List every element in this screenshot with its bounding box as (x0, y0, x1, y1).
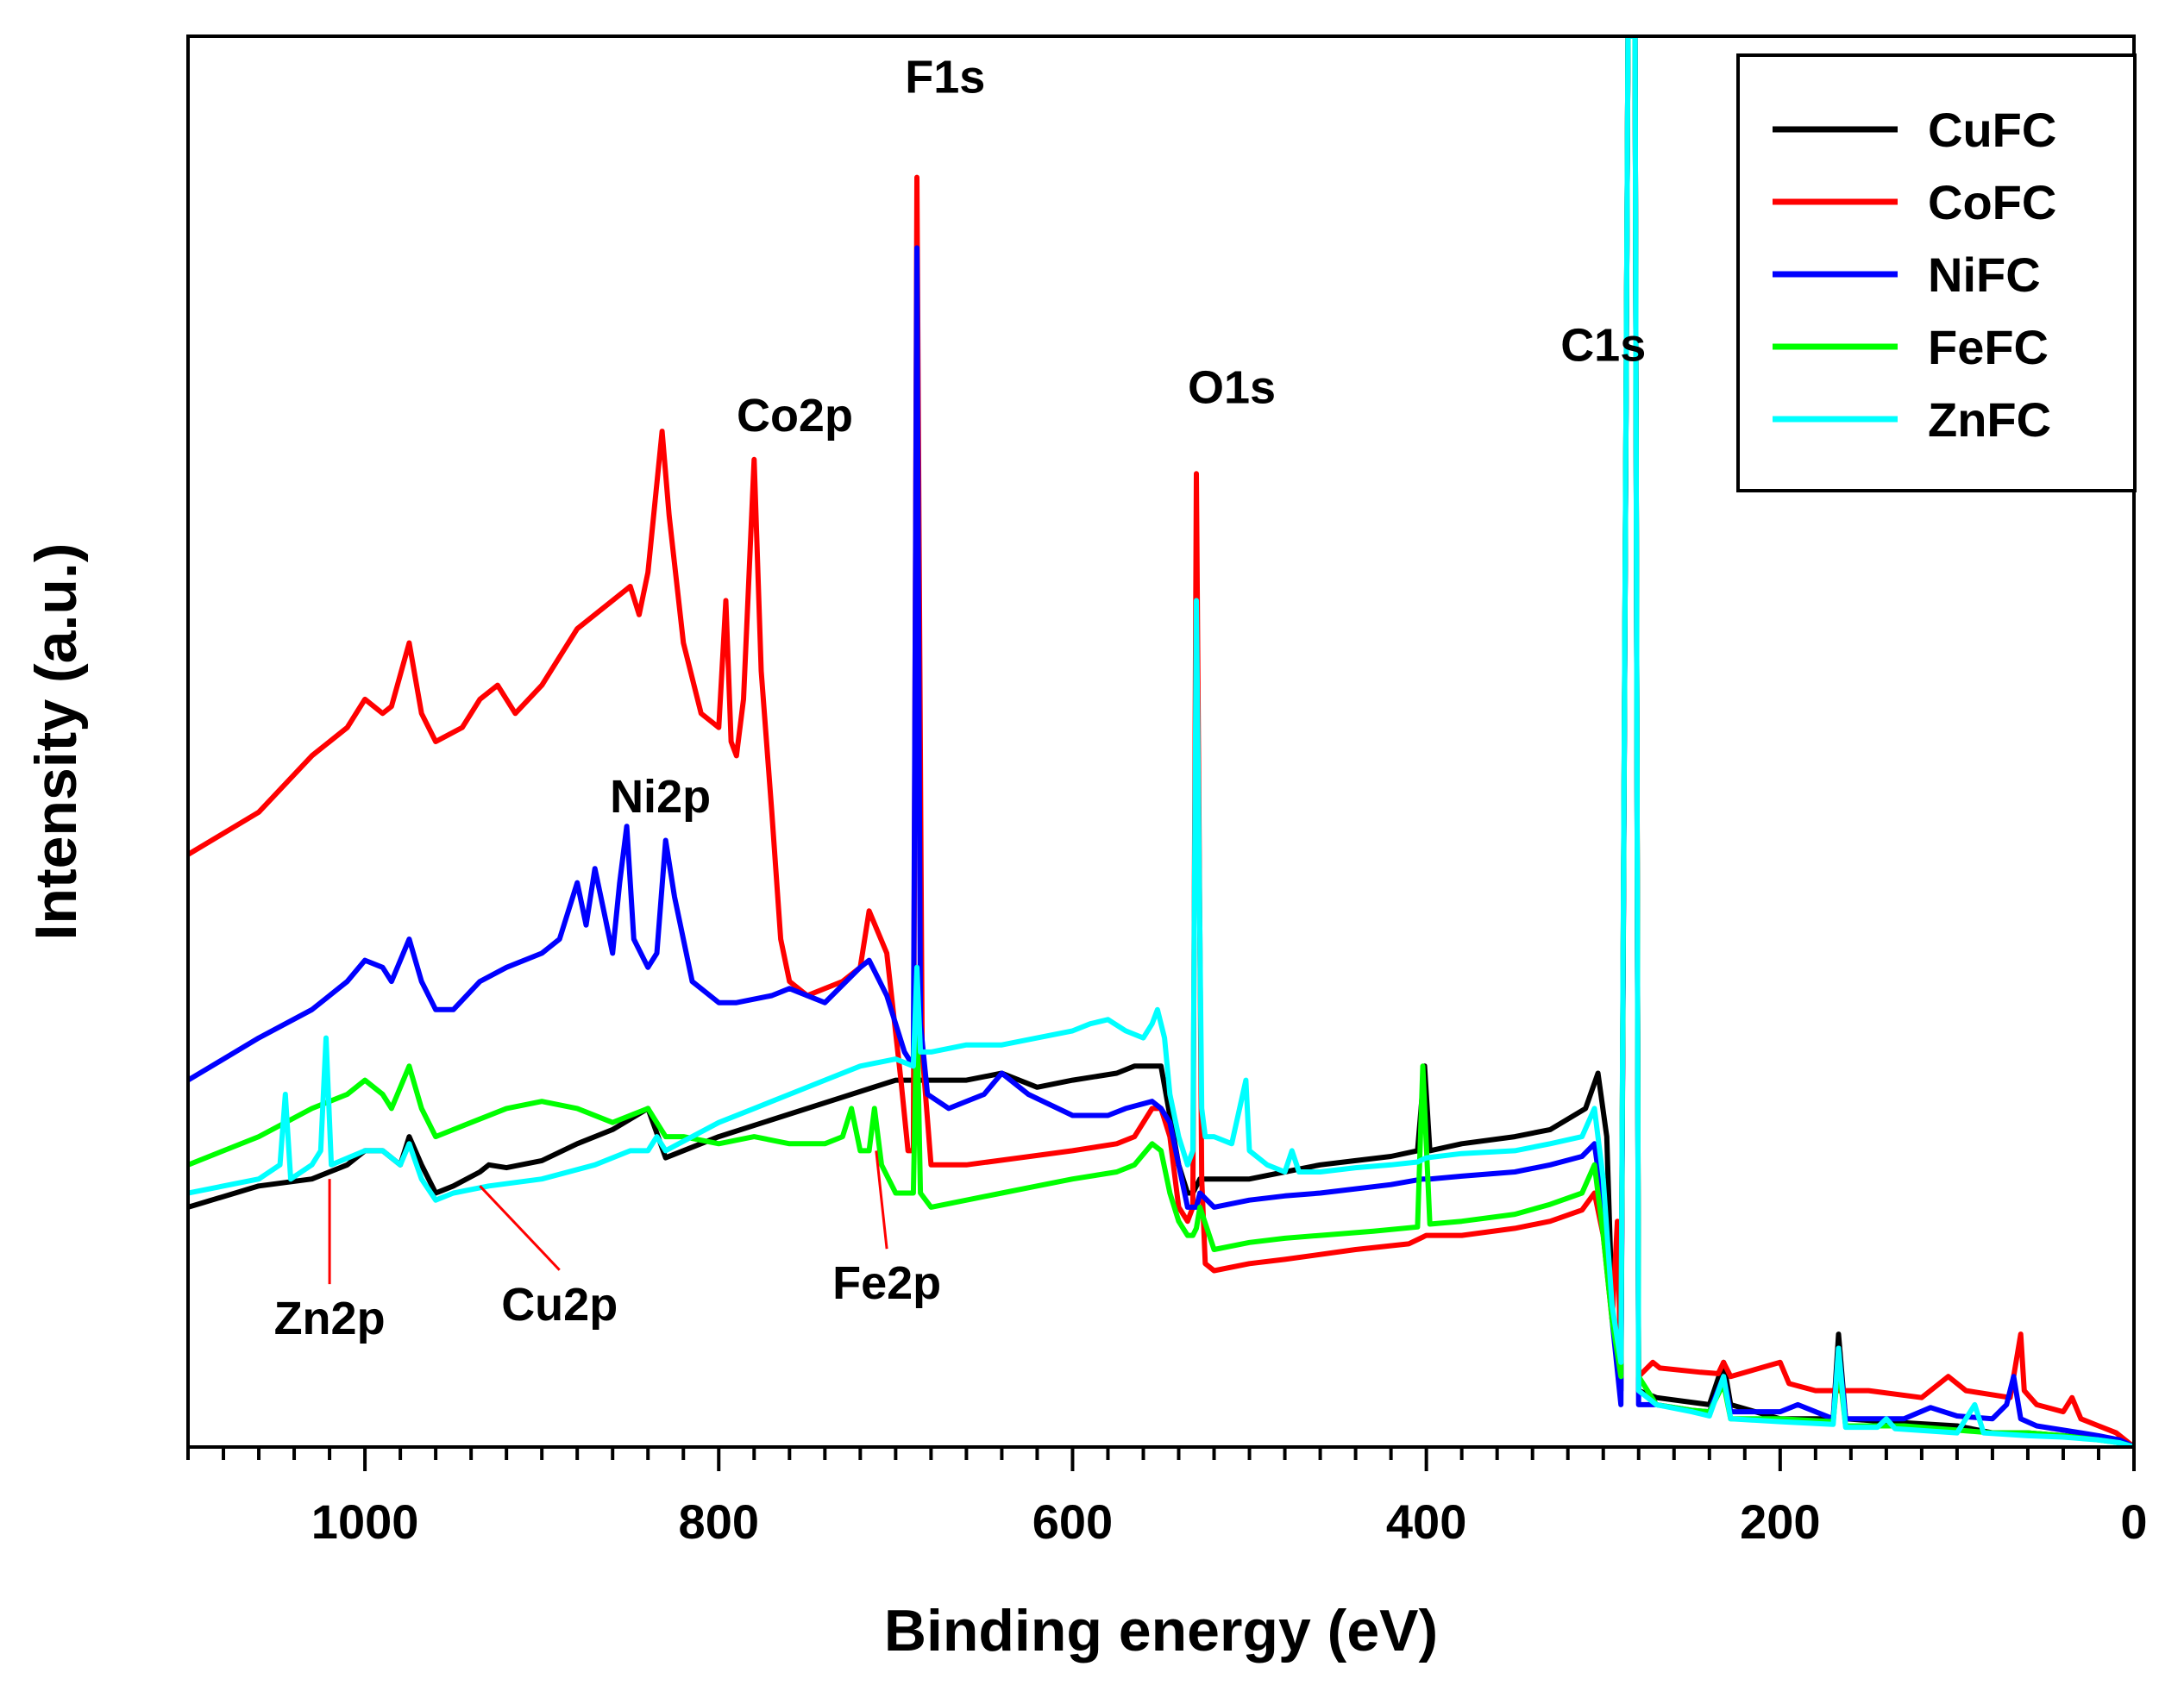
peak-label-f1s: F1s (905, 51, 985, 103)
x-tick-label: 600 (1032, 1494, 1113, 1549)
legend: CuFC CoFC NiFC FeFC ZnFC (1736, 53, 2137, 492)
series-layer (188, 36, 2134, 1447)
legend-label-znfc: ZnFC (1928, 392, 2051, 447)
legend-label-nifc: NiFC (1928, 247, 2041, 302)
peak-annotations: F1s Co2p Ni2p O1s C1s Zn2p Cu2p Fe2p (274, 51, 1647, 1344)
series-line-nifc (188, 36, 2134, 1447)
series-line-cofc (188, 36, 2134, 1447)
plot-frame (186, 34, 2136, 1449)
x-tick-label: 1000 (311, 1494, 419, 1549)
x-tick-label: 200 (1740, 1494, 1820, 1549)
peak-label-cu2p: Cu2p (501, 1279, 618, 1331)
peak-label-ni2p: Ni2p (610, 771, 711, 823)
annotation-leader-line (479, 1185, 561, 1271)
peak-label-o1s: O1s (1188, 361, 1276, 413)
series-line-znfc (188, 36, 2134, 1447)
legend-label-cufc: CuFC (1928, 103, 2056, 157)
x-tick-label: 0 (2120, 1494, 2147, 1549)
peak-label-zn2p: Zn2p (274, 1293, 386, 1344)
peak-label-co2p: Co2p (737, 390, 853, 442)
legend-label-fefc: FeFC (1928, 320, 2049, 374)
y-axis-title: Intensity (a.u.) (23, 543, 89, 941)
peak-label-c1s: C1s (1560, 319, 1646, 371)
annotation-leader-line (875, 1150, 888, 1250)
x-axis-title: Binding energy (eV) (884, 1598, 1438, 1663)
x-tick-label: 800 (679, 1494, 759, 1549)
x-tick-label: 400 (1386, 1494, 1466, 1549)
x-axis-ticks: 1000 800 600 400 200 0 (186, 1447, 2148, 1549)
peak-label-fe2p: Fe2p (832, 1257, 941, 1309)
legend-label-cofc: CoFC (1928, 175, 2056, 229)
